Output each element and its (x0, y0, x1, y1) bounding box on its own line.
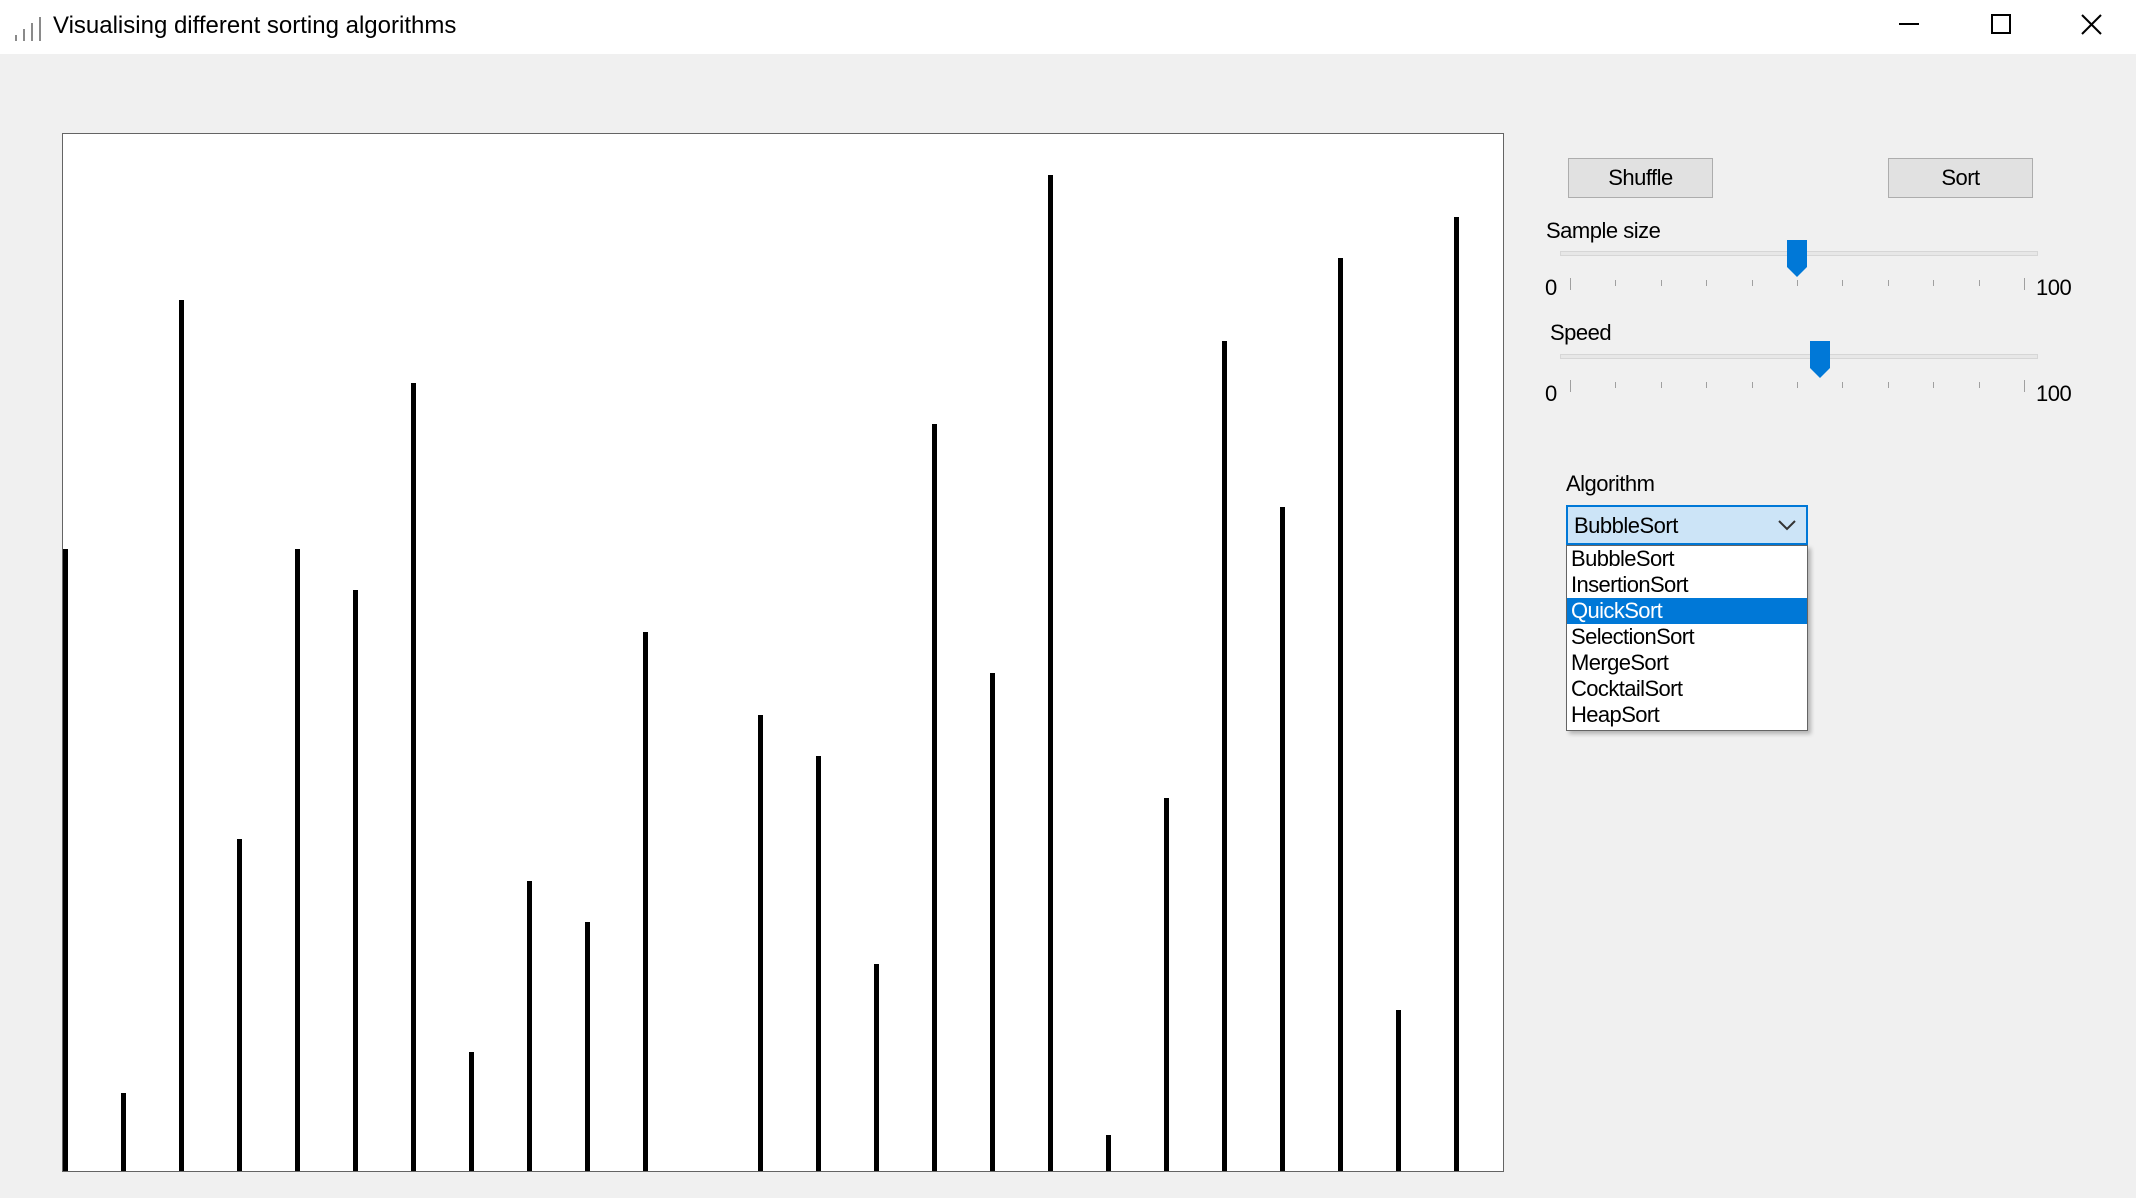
value-bar (1106, 1135, 1112, 1171)
slider-tick (1797, 280, 1798, 286)
value-bar (1222, 341, 1227, 1171)
value-bar (1453, 217, 1459, 1171)
value-bar (178, 300, 184, 1171)
sample-size-max: 100 (2036, 275, 2072, 300)
algorithm-option[interactable]: BubbleSort (1571, 546, 1674, 571)
slider-tick (1933, 382, 1935, 388)
slider-tick (1751, 280, 1753, 286)
slider-tick (1570, 380, 1571, 392)
value-bar (1164, 798, 1170, 1171)
value-bar (236, 839, 242, 1171)
chevron-down-icon (1778, 520, 1796, 531)
value-bar (584, 922, 590, 1171)
value-bar (526, 881, 532, 1171)
close-icon (2081, 14, 2102, 35)
slider-tick (1978, 280, 1980, 286)
algorithm-option[interactable]: InsertionSort (1571, 572, 1689, 597)
algorithm-option[interactable]: MergeSort (1571, 650, 1669, 675)
value-bar (1048, 175, 1054, 1171)
value-bar (874, 964, 880, 1171)
sample-size-ticks (1570, 278, 2025, 290)
slider-tick (1615, 280, 1617, 286)
value-bar (294, 549, 300, 1171)
window-title: Visualising different sorting algorithms (53, 12, 457, 39)
maximize-button[interactable] (1956, 0, 2048, 54)
sample-size-min: 0 (1545, 275, 1557, 300)
slider-tick (1751, 382, 1753, 388)
slider-tick (1706, 280, 1708, 286)
slider-tick (1842, 382, 1844, 388)
algorithm-selected-value: BubbleSort (1574, 513, 1678, 538)
algorithm-option[interactable]: CocktailSort (1571, 676, 1683, 701)
speed-track[interactable] (1560, 354, 2038, 359)
maximize-icon (1991, 14, 2011, 34)
algorithm-option[interactable]: HeapSort (1571, 702, 1660, 727)
slider-tick (1842, 280, 1844, 286)
value-bar (352, 590, 358, 1171)
slider-tick (1570, 278, 1571, 290)
value-bar (410, 383, 416, 1171)
slider-tick (1933, 280, 1935, 286)
slider-tick (2024, 380, 2025, 392)
sort-button[interactable]: Sort (1888, 158, 2033, 198)
sample-size-label: Sample size (1546, 218, 1661, 243)
value-bar (1395, 1010, 1401, 1171)
speed-label: Speed (1550, 320, 1612, 345)
slider-tick (1797, 382, 1798, 388)
value-bar (468, 1052, 474, 1171)
shuffle-button[interactable]: Shuffle (1568, 158, 1713, 198)
algorithm-dropdown-list: BubbleSort InsertionSort QuickSort Selectio… (1566, 545, 1808, 731)
slider-tick (1660, 280, 1662, 286)
value-bar (120, 1093, 126, 1171)
value-bar (758, 715, 764, 1171)
value-bar (816, 756, 822, 1171)
sort-visualisation-canvas (62, 133, 1504, 1172)
speed-min: 0 (1545, 381, 1557, 406)
value-bar (990, 673, 996, 1171)
slider-tick (1887, 382, 1889, 388)
close-button[interactable] (2046, 0, 2136, 54)
value-bar (932, 424, 938, 1171)
speed-max: 100 (2036, 381, 2072, 406)
speed-slider-thumb[interactable] (1809, 340, 1831, 380)
app-bars-icon (15, 17, 41, 41)
value-bar (1279, 507, 1285, 1171)
minimize-icon (1899, 23, 1919, 25)
slider-tick (1615, 382, 1617, 388)
speed-ticks (1570, 380, 2025, 392)
slider-tick (1660, 382, 1662, 388)
slider-tick (2024, 278, 2025, 290)
slider-tick (1978, 382, 1980, 388)
algorithm-label: Algorithm (1566, 471, 1655, 496)
algorithm-option[interactable]: SelectionSort (1571, 624, 1695, 649)
algorithm-combobox[interactable]: BubbleSort (1566, 505, 1808, 545)
value-bar (63, 549, 68, 1171)
title-bar: Visualising different sorting algorithms (0, 0, 2136, 54)
value-bar (642, 632, 648, 1171)
minimize-button[interactable] (1864, 0, 1956, 54)
value-bar (1337, 258, 1343, 1171)
slider-tick (1706, 382, 1708, 388)
algorithm-option[interactable]: QuickSort (1567, 598, 1807, 624)
sample-size-slider-thumb[interactable] (1786, 239, 1808, 279)
slider-tick (1887, 280, 1889, 286)
